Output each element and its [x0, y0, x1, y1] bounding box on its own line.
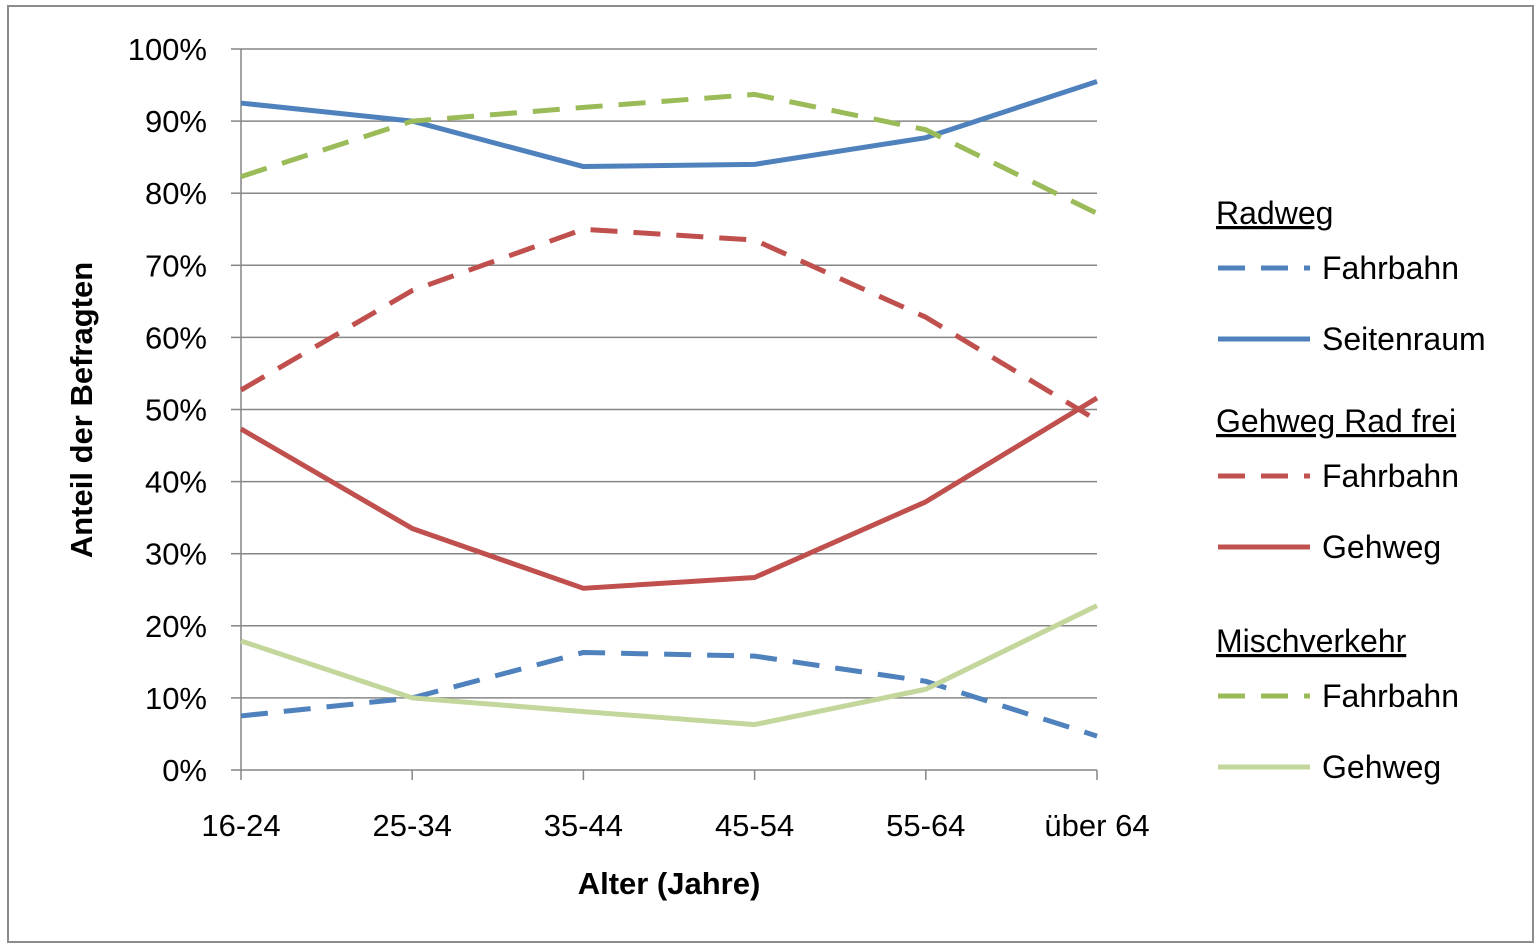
- x-tick-label: 16-24: [201, 808, 280, 843]
- y-tick-label: 30%: [145, 537, 207, 572]
- y-tick-label: 90%: [145, 104, 207, 139]
- y-tick-label: 50%: [145, 393, 207, 428]
- legend-entry-label: Gehweg: [1322, 529, 1441, 565]
- x-tick-label: 55-64: [886, 808, 965, 843]
- y-axis-title: Anteil der Befragten: [64, 262, 99, 558]
- x-tick-label: über 64: [1044, 808, 1149, 843]
- legend-entry-label: Gehweg: [1322, 749, 1441, 785]
- legend-entry-label: Fahrbahn: [1322, 678, 1459, 714]
- legend: Radweg Fahrbahn Seitenraum Gehweg Rad frei F…: [1216, 195, 1486, 785]
- x-axis-title: Alter (Jahre): [578, 866, 761, 901]
- y-tick-labels: 0% 10% 20% 30% 40% 50% 60% 70% 80% 90% 100%: [128, 32, 207, 788]
- series-line: [239, 395, 1099, 591]
- y-tick-label: 100%: [128, 32, 207, 67]
- gridlines: [241, 48, 1097, 699]
- legend-group-title: Gehweg Rad frei: [1216, 403, 1456, 439]
- legend-entry-label: Fahrbahn: [1322, 250, 1459, 286]
- series-line: [240, 91, 1099, 216]
- axes: [231, 48, 1098, 780]
- series-line: [240, 649, 1098, 739]
- y-tick-label: 70%: [145, 248, 207, 283]
- x-tick-label: 35-44: [544, 808, 623, 843]
- y-tick-label: 20%: [145, 609, 207, 644]
- y-tick-label: 0%: [162, 753, 207, 788]
- legend-entry-label: Seitenraum: [1322, 321, 1486, 357]
- y-tick-label: 40%: [145, 465, 207, 500]
- series-line: [239, 226, 1099, 423]
- y-tick-label: 60%: [145, 320, 207, 355]
- x-tick-labels: 16-24 25-34 35-44 45-54 55-64 über 64: [201, 808, 1149, 843]
- series-lines: [239, 79, 1099, 739]
- x-tick-label: 25-34: [373, 808, 452, 843]
- legend-group-title: Mischverkehr: [1216, 623, 1407, 659]
- y-tick-label: 10%: [145, 681, 207, 716]
- legend-group-title: Radweg: [1216, 195, 1333, 231]
- x-tick-label: 45-54: [715, 808, 794, 843]
- series-line: [240, 603, 1099, 728]
- y-tick-label: 80%: [145, 176, 207, 211]
- series-line: [240, 79, 1098, 170]
- legend-entry-label: Fahrbahn: [1322, 458, 1459, 494]
